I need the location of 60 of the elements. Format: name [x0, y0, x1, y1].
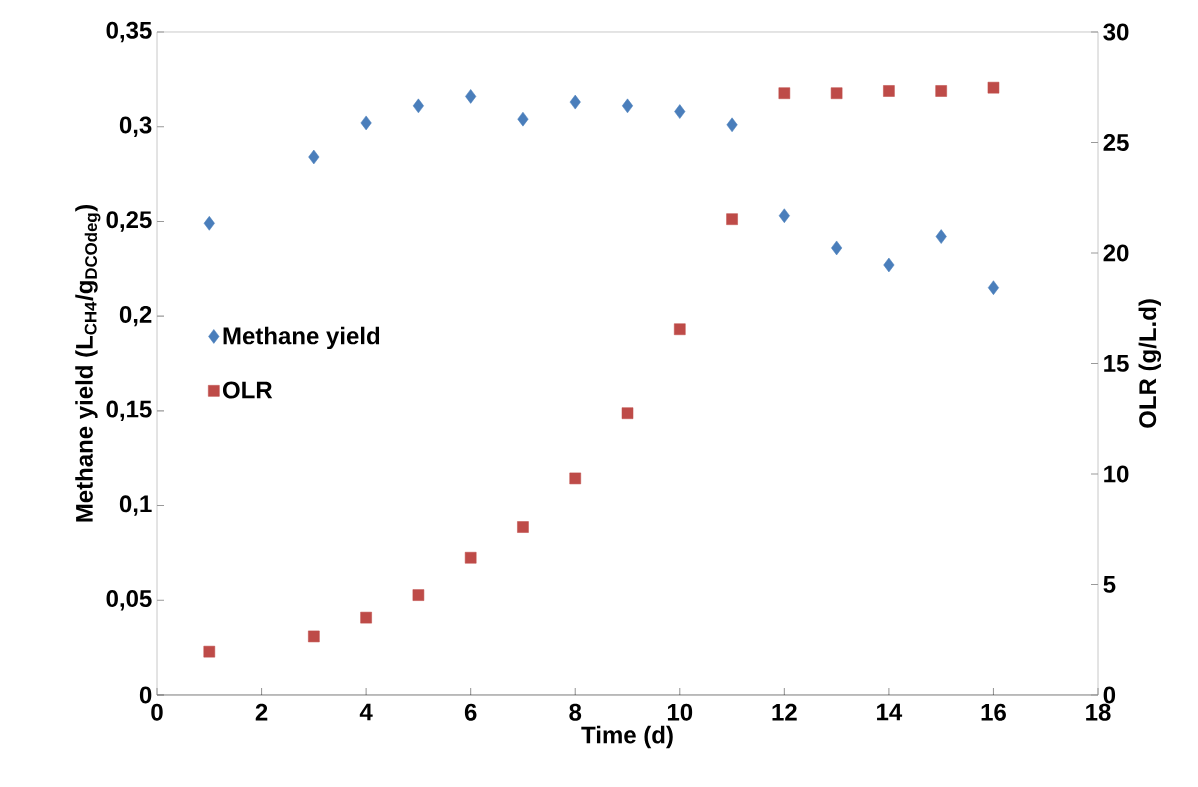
legend-label: Methane yield — [223, 326, 380, 350]
point — [517, 111, 529, 127]
point — [883, 85, 895, 97]
point — [987, 81, 1000, 94]
point — [726, 117, 738, 133]
x-tick-label: 12 — [772, 703, 797, 721]
x-tick-label: 8 — [569, 703, 582, 721]
y-tick-label: 0 — [139, 686, 152, 704]
x-tick-label: 18 — [1086, 703, 1111, 721]
y2-tick-label: 5 — [1103, 576, 1116, 593]
point — [360, 115, 372, 131]
point — [308, 630, 320, 643]
point — [935, 85, 947, 97]
point — [830, 87, 843, 99]
x-tick-label: 16 — [981, 703, 1006, 721]
y2-tick-label: 20 — [1103, 244, 1129, 262]
y-tick-label: 0,1 — [119, 495, 152, 516]
x-tick-label: 0 — [151, 703, 163, 721]
y2-tick-label: 15 — [1104, 355, 1129, 372]
point — [621, 407, 634, 419]
point — [831, 240, 843, 256]
x-tick-label: 6 — [464, 703, 477, 721]
y2-tick-label: 25 — [1103, 133, 1129, 151]
point — [412, 98, 424, 114]
point — [674, 104, 686, 119]
point — [883, 257, 895, 273]
y-axis-title: Methane yield (L$_{CH4}$/g$_{DCOdeg}$) — [75, 204, 101, 522]
x-tick-label: 14 — [877, 703, 903, 721]
y2-axis-title: OLR (g/L.d) — [1138, 299, 1162, 428]
point — [464, 551, 477, 564]
point — [569, 94, 581, 110]
point — [778, 87, 791, 99]
point — [517, 521, 529, 533]
point — [778, 208, 790, 224]
point — [203, 216, 215, 231]
y-tick-label: 0,25 — [106, 211, 152, 232]
x-tick-label: 4 — [359, 703, 373, 721]
point — [935, 229, 947, 244]
point — [465, 89, 477, 104]
y2-tick-label: 10 — [1104, 465, 1129, 483]
point — [412, 589, 425, 601]
point — [569, 472, 581, 485]
point — [726, 213, 738, 225]
y-tick-label: 0,15 — [106, 400, 152, 422]
point — [987, 280, 999, 295]
x-tick-label: 2 — [255, 703, 268, 721]
point — [360, 611, 372, 624]
y2-tick-label: 30 — [1103, 23, 1129, 41]
point — [308, 149, 320, 165]
y2-tick-label: 0 — [1103, 686, 1116, 704]
y-tick-label: 0,3 — [119, 116, 152, 137]
point — [203, 645, 216, 658]
y-tick-label: 0,35 — [106, 21, 152, 43]
x-tick-label: 10 — [667, 703, 693, 721]
y-tick-label: 0,05 — [106, 590, 152, 611]
legend-label: OLR — [222, 381, 273, 399]
y-tick-label: 0,2 — [119, 305, 152, 327]
x-axis-title: Time (d) — [581, 725, 673, 749]
point — [674, 323, 686, 335]
point — [621, 98, 634, 114]
